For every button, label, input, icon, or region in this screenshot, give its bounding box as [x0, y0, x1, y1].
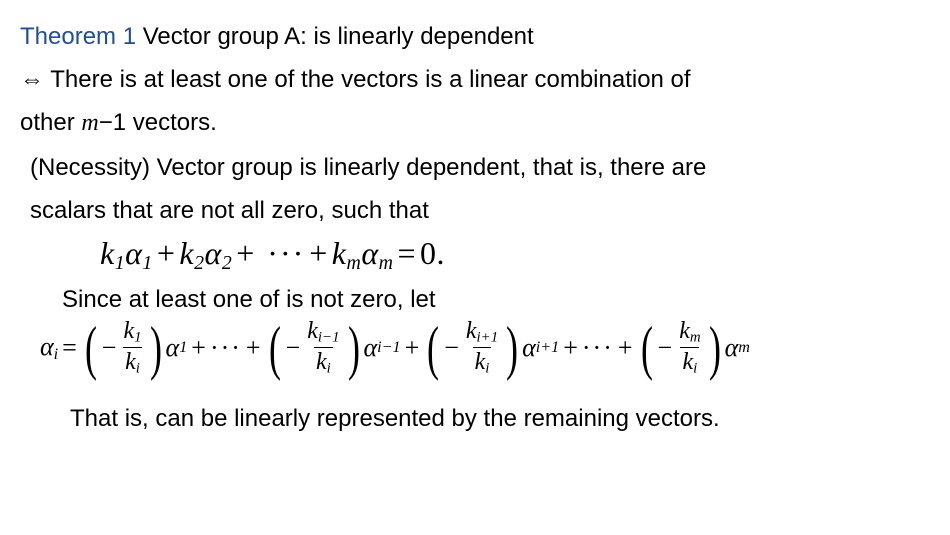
eq2-frac1: k1 ki — [121, 318, 143, 377]
theorem-m-minus-1-line: other m−1 vectors. — [20, 104, 930, 142]
eq2-lhs: αi — [40, 332, 58, 364]
necessity-line-1: (Necessity) Vector group is linearly dep… — [30, 149, 930, 186]
conclusion-text: That is, can be linearly represented by … — [70, 405, 720, 432]
eq2-plus1: + — [187, 333, 210, 363]
eq1-a1: α — [125, 235, 142, 271]
eq2-frac2: ki−1 ki — [305, 318, 341, 377]
eq2-am: α — [725, 333, 739, 363]
eq1-sub1: 1 — [115, 252, 125, 274]
eq2-neg4: − — [658, 333, 673, 363]
eq2-km: k — [679, 318, 690, 344]
eq2-term-im1: ( − ki−1 ki ) αi−1 — [265, 318, 401, 377]
eq1-plus3: + — [305, 235, 332, 271]
eq2-term-1: ( − k1 ki ) α1 — [81, 318, 187, 377]
eq1-zero: 0 — [420, 235, 437, 271]
eq2-ki4: k — [682, 349, 693, 375]
eq2-frac2-num: ki−1 — [305, 318, 341, 347]
necessity-text-1: (Necessity) Vector group is linearly dep… — [30, 154, 706, 181]
necessity-line-2: scalars that are not all zero, such that — [30, 192, 930, 229]
eq2-dots1: ··· — [210, 333, 242, 363]
eq1-plus1: + — [153, 235, 180, 271]
eq2-term-ip1: ( − ki+1 ki ) αi+1 — [423, 318, 559, 377]
eq2-a1: α — [166, 333, 180, 363]
eq2-aip1-sub: i+1 — [536, 339, 559, 357]
eq1-km: k — [332, 235, 347, 271]
eq2-aim1-sub: i−1 — [377, 339, 400, 357]
eq2-alpha-lhs: α — [40, 332, 54, 361]
eq2-ki3: k — [475, 349, 486, 375]
eq2-frac3-num: ki+1 — [464, 318, 500, 347]
eq2-term-m: ( − km ki ) αm — [637, 318, 750, 377]
m-var: m — [81, 110, 98, 136]
eq1-k1: k — [100, 235, 115, 271]
eq2-a1-sub: 1 — [179, 339, 187, 357]
eq2-plus5: + — [614, 333, 637, 363]
necessity-text-2: scalars that are not all zero, such that — [30, 197, 429, 224]
eq2-ki2: k — [316, 349, 327, 375]
since-line: Since at least one of is not zero, let — [62, 281, 930, 318]
eq2-kim1-sub: i−1 — [318, 330, 340, 346]
eq1-k2: k — [179, 235, 194, 271]
eq2-frac4-num: km — [677, 318, 702, 347]
eq2-dots2: ··· — [582, 333, 614, 363]
eq1-sub1b: 1 — [142, 252, 152, 274]
minus-one-text: −1 vectors. — [99, 109, 217, 136]
eq2-frac1-den: ki — [123, 347, 142, 377]
eq1-sub2: 2 — [194, 252, 204, 274]
eq2-ki3-sub: i — [485, 361, 489, 377]
eq2-neg1: − — [102, 333, 117, 363]
eq2-ki1: k — [125, 349, 136, 375]
eq1-am: α — [361, 235, 378, 271]
other-text: other — [20, 109, 81, 136]
eq1-eq: = — [393, 235, 420, 271]
eq2-kim1: k — [307, 318, 318, 344]
eq2-kip1-sub: i+1 — [477, 330, 499, 346]
eq2-frac1-num: k1 — [121, 318, 143, 347]
equation-linear-combination: k1α1+k2α2+ ···+kmαm=0. — [100, 235, 930, 275]
eq1-plus2: + — [232, 235, 259, 271]
eq1-submb: m — [379, 252, 394, 274]
eq1-dots: ··· — [267, 235, 305, 271]
theorem-label: Theorem 1 — [20, 23, 136, 50]
theorem-title: Vector group A: is linearly dependent — [136, 23, 534, 50]
eq2-neg3: − — [444, 333, 459, 363]
eq2-frac2-den: ki — [314, 347, 333, 377]
eq2-frac3: ki+1 ki — [464, 318, 500, 377]
conclusion-line: That is, can be linearly represented by … — [70, 405, 930, 433]
eq2-frac4-den: ki — [680, 347, 699, 377]
eq2-km-sub: m — [690, 330, 701, 346]
eq2-plus3: + — [401, 333, 424, 363]
theorem-heading: Theorem 1 Vector group A: is linearly de… — [20, 18, 930, 55]
eq2-aip1: α — [522, 333, 536, 363]
iff-text: There is at least one of the vectors is … — [44, 66, 691, 93]
eq2-kip1: k — [466, 318, 477, 344]
eq1-a2: α — [205, 235, 222, 271]
eq2-k1: k — [123, 318, 134, 344]
eq2-ki1-sub: i — [136, 361, 140, 377]
eq2-neg2: − — [286, 333, 301, 363]
since-text: Since at least one of is not zero, let — [62, 286, 436, 313]
theorem-iff-line: ⇔ There is at least one of the vectors i… — [20, 61, 930, 98]
eq2-k1-sub: 1 — [134, 330, 141, 346]
eq2-frac4: km ki — [677, 318, 702, 377]
eq2-ki4-sub: i — [693, 361, 697, 377]
eq2-am-sub: m — [738, 339, 750, 357]
iff-symbol: ⇔ — [20, 66, 44, 93]
eq2-eq: = — [58, 333, 81, 363]
eq2-frac3-den: ki — [473, 347, 492, 377]
eq1-subm: m — [347, 252, 362, 274]
eq2-plus4: + — [559, 333, 582, 363]
eq1-sub2b: 2 — [222, 252, 232, 274]
eq2-plus2: + — [242, 333, 265, 363]
eq2-ki2-sub: i — [327, 361, 331, 377]
eq1-period: . — [437, 235, 446, 271]
equation-alpha-i: αi = ( − k1 ki ) α1 + ··· + ( − ki−1 ki … — [40, 318, 930, 377]
eq2-aim1: α — [364, 333, 378, 363]
